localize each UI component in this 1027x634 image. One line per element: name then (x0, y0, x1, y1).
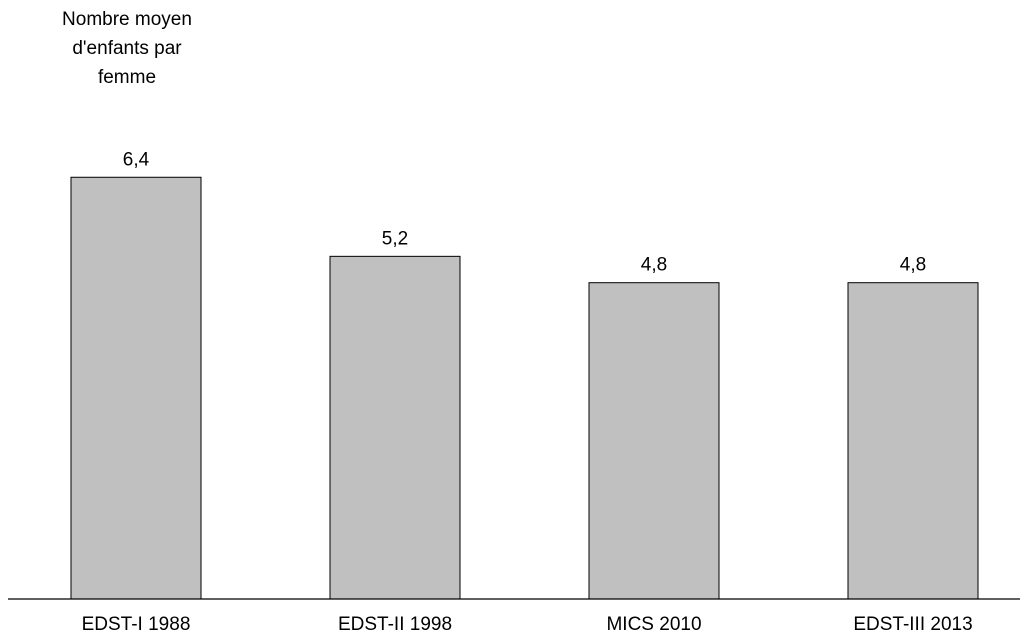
data-label: 4,8 (900, 255, 926, 276)
data-label: 4,8 (641, 255, 667, 276)
bar (329, 255, 461, 600)
data-labels: 6,4 5,2 4,8 4,8 (123, 149, 926, 275)
y-axis-label-line: femme (98, 67, 156, 88)
x-tick-label: EDST-III 2013 (853, 614, 972, 634)
bar (847, 282, 979, 600)
bar (588, 282, 720, 600)
x-tick-labels: EDST-I 1988 EDST-II 1998 MICS 2010 EDST-III… (82, 614, 973, 634)
y-axis-label: Nombre moyen d'enfants par femme (62, 9, 192, 88)
y-axis-label-line: Nombre moyen (62, 9, 192, 30)
x-tick-label: MICS 2010 (606, 614, 701, 634)
x-tick-label: EDST-II 1998 (338, 614, 452, 634)
bar (70, 176, 202, 600)
y-axis-label-line: d'enfants par (72, 38, 182, 59)
data-label: 5,2 (382, 228, 408, 249)
data-label: 6,4 (123, 149, 150, 170)
x-tick-label: EDST-I 1988 (82, 614, 191, 634)
bars (70, 176, 979, 600)
